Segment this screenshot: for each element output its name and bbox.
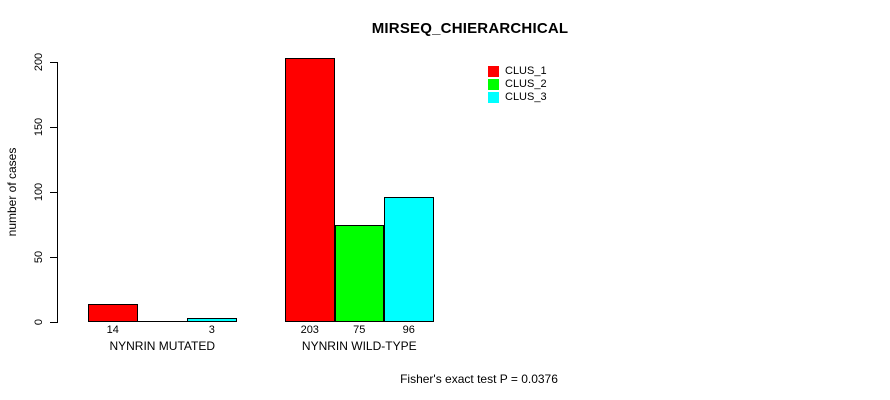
y-tick-label: 0 bbox=[33, 318, 45, 326]
y-tick-label: 150 bbox=[33, 117, 45, 137]
bar-value-label: 3 bbox=[208, 324, 215, 336]
legend-swatch-clus_1 bbox=[488, 65, 499, 77]
y-axis-line bbox=[57, 62, 58, 323]
legend: CLUS_1 CLUS_2 CLUS_3 bbox=[488, 65, 547, 104]
legend-swatch-clus_2 bbox=[488, 78, 499, 90]
category-label: NYNRIN MUTATED bbox=[109, 339, 216, 353]
y-tick-label: 200 bbox=[33, 52, 45, 72]
bar-clus_2-group1-zero-height bbox=[137, 321, 187, 322]
bar-clus_2-group2 bbox=[334, 224, 384, 322]
bar-clus_1-group2 bbox=[285, 58, 335, 322]
legend-label: CLUS_1 bbox=[505, 65, 547, 77]
bar-value-label: 96 bbox=[402, 324, 415, 336]
legend-label: CLUS_2 bbox=[505, 78, 547, 90]
bar-value-label: 14 bbox=[106, 324, 119, 336]
legend-swatch-clus_3 bbox=[488, 91, 499, 103]
bar-clus_1-group1 bbox=[88, 303, 138, 322]
bar-value-label: 75 bbox=[353, 324, 366, 336]
chart-title: MIRSEQ_CHIERARCHICAL bbox=[371, 20, 569, 37]
y-tick-mark bbox=[50, 257, 57, 258]
legend-item: CLUS_1 bbox=[488, 65, 547, 77]
legend-item: CLUS_3 bbox=[488, 91, 547, 103]
bar-clus_3-group1 bbox=[187, 318, 237, 322]
legend-label: CLUS_3 bbox=[505, 91, 547, 103]
y-tick-label: 50 bbox=[33, 250, 45, 264]
y-tick-label: 100 bbox=[33, 182, 45, 202]
y-tick-mark bbox=[50, 322, 57, 323]
y-tick-mark bbox=[50, 62, 57, 63]
y-axis-label: number of cases bbox=[5, 147, 19, 237]
fisher-test-annotation: Fisher's exact test P = 0.0376 bbox=[400, 372, 558, 386]
y-tick-mark bbox=[50, 127, 57, 128]
bar-clus_3-group2 bbox=[384, 197, 434, 322]
y-tick-mark bbox=[50, 192, 57, 193]
bar-value-label: 203 bbox=[300, 324, 319, 336]
category-label: NYNRIN WILD-TYPE bbox=[301, 339, 417, 353]
legend-item: CLUS_2 bbox=[488, 78, 547, 90]
